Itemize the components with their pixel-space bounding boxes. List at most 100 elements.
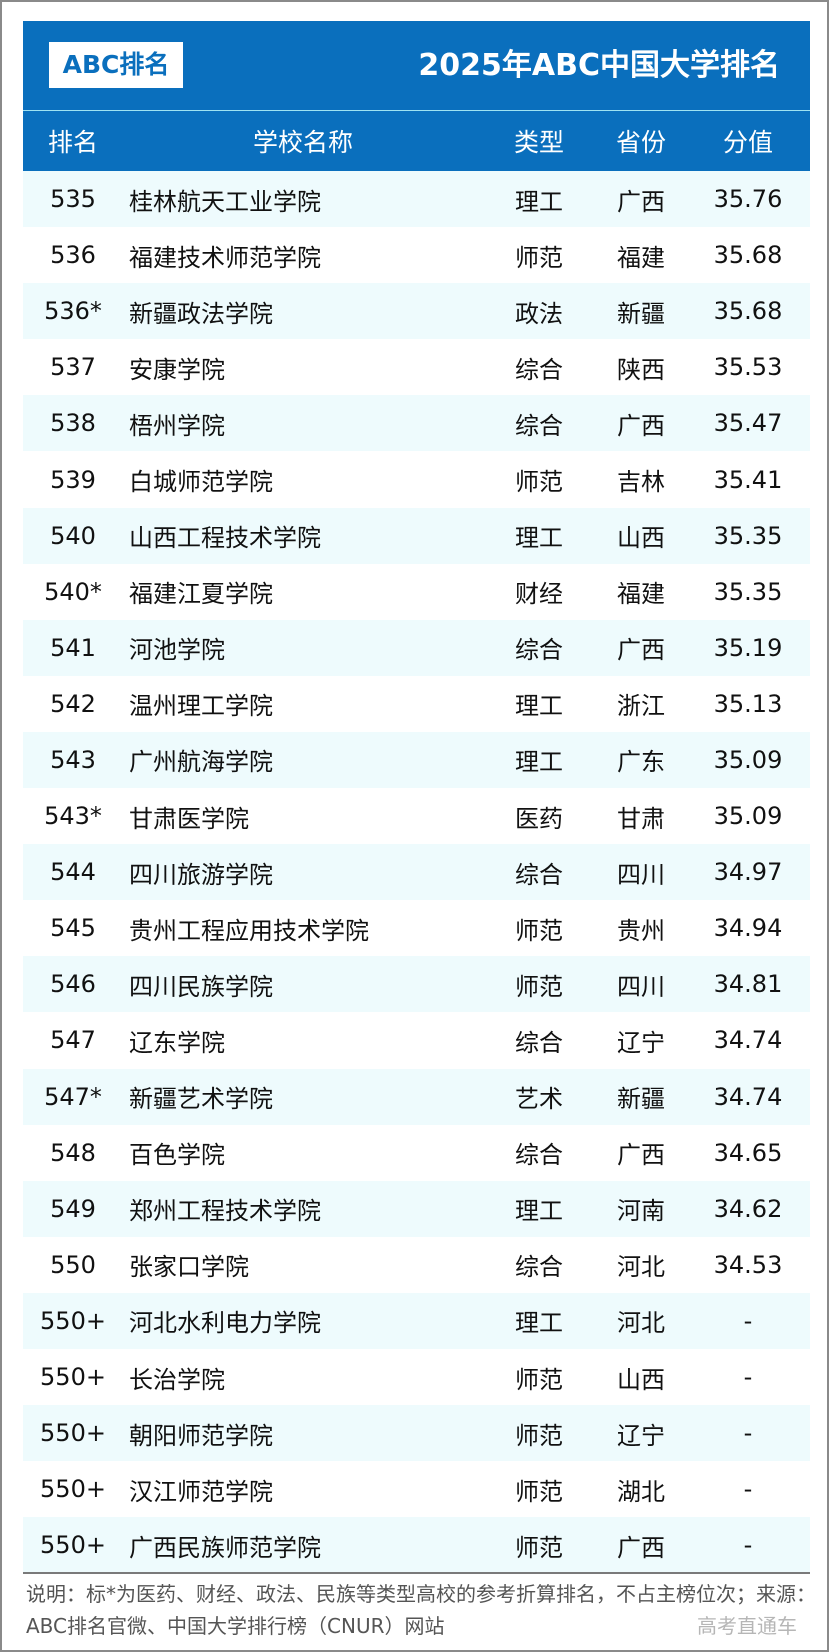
cell-province: 四川 bbox=[617, 860, 665, 889]
cell-province: 陕西 bbox=[617, 355, 665, 384]
cell-type: 师范 bbox=[515, 243, 563, 272]
cell-school-name: 汉江师范学院 bbox=[129, 1477, 273, 1506]
table-row: 535 桂林航天工业学院 理工 广西 35.76 bbox=[23, 171, 810, 228]
table-row: 538 梧州学院 综合 广西 35.47 bbox=[23, 395, 810, 452]
cell-type: 理工 bbox=[515, 1309, 563, 1338]
cell-score: 35.09 bbox=[713, 802, 783, 831]
cell-score: 34.94 bbox=[713, 914, 783, 943]
cell-rank: 550+ bbox=[40, 1475, 106, 1504]
cell-type: 师范 bbox=[515, 1421, 563, 1450]
table-row: 541 河池学院 综合 广西 35.19 bbox=[23, 619, 810, 676]
cell-score: 35.35 bbox=[713, 577, 783, 606]
cell-type: 综合 bbox=[515, 1028, 563, 1057]
cell-province: 辽宁 bbox=[617, 1421, 665, 1450]
cell-rank: 543 bbox=[50, 745, 96, 774]
cell-province: 吉林 bbox=[617, 468, 665, 497]
table-row: 550+ 朝阳师范学院 师范 辽宁 - bbox=[23, 1405, 810, 1462]
cell-score: 34.74 bbox=[713, 1082, 783, 1111]
cell-type: 理工 bbox=[515, 524, 563, 553]
table-row: 550+ 河北水利电力学院 理工 河北 - bbox=[23, 1292, 810, 1349]
cell-rank: 541 bbox=[50, 633, 96, 662]
table-row: 537 安康学院 综合 陕西 35.53 bbox=[23, 339, 810, 395]
table-row: 545 贵州工程应用技术学院 师范 贵州 34.94 bbox=[23, 900, 810, 956]
cell-score: 34.74 bbox=[713, 1026, 783, 1055]
cell-score: 35.76 bbox=[713, 185, 783, 214]
watermark: 高考直通车 bbox=[697, 1614, 797, 1638]
cell-type: 师范 bbox=[515, 468, 563, 497]
cell-province: 四川 bbox=[617, 972, 665, 1001]
cell-score: 34.65 bbox=[713, 1138, 783, 1167]
cell-score: 35.19 bbox=[713, 633, 783, 662]
cell-score: 35.68 bbox=[713, 241, 783, 270]
cell-type: 师范 bbox=[515, 1365, 563, 1394]
table-row: 542 温州理工学院 理工 浙江 35.13 bbox=[23, 676, 810, 732]
cell-province: 浙江 bbox=[617, 692, 665, 721]
cell-school-name: 福建技术师范学院 bbox=[129, 243, 321, 272]
cell-school-name: 新疆政法学院 bbox=[129, 299, 273, 328]
cell-type: 综合 bbox=[515, 1253, 563, 1282]
cell-rank: 537 bbox=[50, 353, 96, 382]
cell-type: 师范 bbox=[515, 1477, 563, 1506]
table-row: 547* 新疆艺术学院 艺术 新疆 34.74 bbox=[23, 1068, 810, 1125]
cell-score: 34.53 bbox=[713, 1250, 783, 1279]
cell-rank: 545 bbox=[50, 914, 96, 943]
cell-province: 新疆 bbox=[617, 1085, 665, 1114]
cell-type: 艺术 bbox=[515, 1085, 563, 1114]
cell-rank: 540* bbox=[44, 577, 102, 606]
cell-type: 综合 bbox=[515, 636, 563, 665]
cell-type: 政法 bbox=[515, 299, 563, 328]
cell-type: 师范 bbox=[515, 972, 563, 1001]
cell-rank: 536 bbox=[50, 241, 96, 270]
cell-province: 贵州 bbox=[617, 916, 665, 945]
table-row: 544 四川旅游学院 综合 四川 34.97 bbox=[23, 844, 810, 901]
cell-school-name: 白城师范学院 bbox=[129, 468, 273, 497]
cell-rank: 550+ bbox=[40, 1531, 106, 1560]
cell-province: 河北 bbox=[617, 1253, 665, 1282]
cell-rank: 538 bbox=[50, 409, 96, 438]
cell-type: 理工 bbox=[515, 1197, 563, 1226]
cell-province: 山西 bbox=[617, 524, 665, 553]
table-header: 排名 学校名称 类型 省份 分值 bbox=[23, 111, 810, 171]
cell-province: 甘肃 bbox=[617, 804, 665, 833]
cell-province: 河南 bbox=[617, 1197, 665, 1226]
cell-type: 财经 bbox=[515, 580, 563, 609]
table-row: 540* 福建江夏学院 财经 福建 35.35 bbox=[23, 564, 810, 620]
table-row: 550 张家口学院 综合 河北 34.53 bbox=[23, 1237, 810, 1293]
cell-score: 35.09 bbox=[713, 745, 783, 774]
cell-rank: 550 bbox=[50, 1250, 96, 1279]
cell-school-name: 河池学院 bbox=[129, 636, 225, 665]
cell-school-name: 新疆艺术学院 bbox=[129, 1085, 273, 1114]
cell-school-name: 长治学院 bbox=[129, 1365, 225, 1394]
cell-type: 综合 bbox=[515, 860, 563, 889]
cell-province: 广东 bbox=[617, 748, 665, 777]
cell-type: 理工 bbox=[515, 748, 563, 777]
cell-province: 广西 bbox=[617, 1141, 665, 1170]
cell-province: 新疆 bbox=[617, 299, 665, 328]
title-bar: ABC排名 2025年ABC中国大学排名 bbox=[23, 21, 810, 111]
cell-school-name: 安康学院 bbox=[129, 355, 225, 384]
cell-province: 广西 bbox=[617, 411, 665, 440]
cell-school-name: 河北水利电力学院 bbox=[129, 1309, 321, 1338]
table-row: 550+ 长治学院 师范 山西 - bbox=[23, 1349, 810, 1405]
cell-rank: 547 bbox=[50, 1026, 96, 1055]
column-header-name: 学校名称 bbox=[252, 128, 353, 157]
cell-rank: 548 bbox=[50, 1138, 96, 1167]
cell-school-name: 四川民族学院 bbox=[129, 972, 273, 1001]
logo: ABC排名 bbox=[49, 42, 183, 88]
cell-school-name: 福建江夏学院 bbox=[129, 580, 273, 609]
cell-score: 35.41 bbox=[713, 465, 783, 494]
column-header-type: 类型 bbox=[513, 128, 564, 157]
cell-score: 34.81 bbox=[713, 970, 783, 999]
cell-rank: 550+ bbox=[40, 1363, 106, 1392]
column-header-score: 分值 bbox=[722, 128, 773, 157]
cell-rank: 542 bbox=[50, 689, 96, 718]
page-title: 2025年ABC中国大学排名 bbox=[418, 48, 780, 83]
cell-province: 福建 bbox=[617, 243, 665, 272]
cell-school-name: 百色学院 bbox=[129, 1141, 225, 1170]
cell-school-name: 朝阳师范学院 bbox=[129, 1421, 273, 1450]
table-row: 540 山西工程技术学院 理工 山西 35.35 bbox=[23, 507, 810, 564]
table-row: 543* 甘肃医学院 医药 甘肃 35.09 bbox=[23, 788, 810, 844]
footnote: 说明：标*为医药、财经、政法、民族等类型高校的参考折算排名，不占主榜位次；来源：… bbox=[26, 1582, 816, 1638]
table-row: 547 辽东学院 综合 辽宁 34.74 bbox=[23, 1012, 810, 1068]
cell-type: 综合 bbox=[515, 1141, 563, 1170]
